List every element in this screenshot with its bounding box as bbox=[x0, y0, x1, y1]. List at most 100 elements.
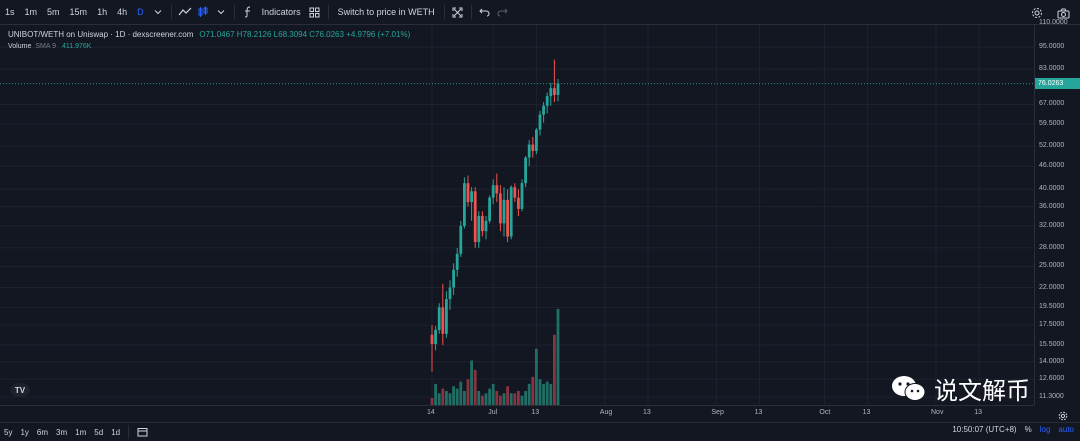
volume-bar bbox=[538, 379, 542, 405]
price-tick-label: 12.6000 bbox=[1039, 375, 1065, 383]
candle-body[interactable] bbox=[556, 83, 560, 95]
interval-1d[interactable]: D bbox=[137, 7, 144, 17]
price-tick-label: 32.0000 bbox=[1039, 221, 1065, 229]
interval-15m[interactable]: 15m bbox=[69, 7, 88, 17]
indicators-icon bbox=[239, 3, 257, 21]
volume-ma-label: SMA 9 bbox=[35, 43, 56, 50]
calendar-goto-icon[interactable] bbox=[133, 423, 151, 441]
redo-icon[interactable] bbox=[494, 3, 512, 21]
candle-body[interactable] bbox=[542, 105, 545, 115]
candle-body[interactable] bbox=[520, 183, 524, 209]
log-toggle[interactable]: log bbox=[1039, 425, 1051, 434]
candle-body[interactable] bbox=[477, 215, 481, 243]
candle-body[interactable] bbox=[513, 187, 517, 198]
volume-bar bbox=[513, 393, 517, 405]
price-axis[interactable]: 110.0000 95.0000 83.0000 67.0000 59.5000 52.0… bbox=[1034, 19, 1080, 405]
ohlc-values: O71.0467 H78.2126 L68.3094 C76.0263 +4.9… bbox=[199, 30, 411, 39]
clock-time[interactable]: 10:50:07 (UTC+8) bbox=[952, 425, 1017, 434]
candle-body[interactable] bbox=[463, 183, 466, 226]
candle-body[interactable] bbox=[459, 225, 463, 254]
range-1m[interactable]: 1m bbox=[75, 427, 87, 437]
candle-body[interactable] bbox=[491, 185, 495, 198]
candle-body[interactable] bbox=[430, 334, 434, 345]
volume-bar bbox=[473, 369, 477, 405]
volume-bar bbox=[535, 348, 538, 405]
chevron-down-icon[interactable] bbox=[149, 3, 167, 21]
chevron-down-icon[interactable] bbox=[212, 3, 230, 21]
volume-bar bbox=[549, 383, 553, 405]
time-tick-label: Oct bbox=[819, 409, 831, 416]
candle-body[interactable] bbox=[531, 144, 535, 151]
candle-body[interactable] bbox=[499, 193, 502, 224]
candle-body[interactable] bbox=[527, 144, 531, 158]
range-5d[interactable]: 5d bbox=[94, 427, 104, 437]
interval-1m[interactable]: 1m bbox=[24, 7, 38, 17]
range-5y[interactable]: 5y bbox=[4, 427, 13, 437]
volume-bar bbox=[448, 393, 452, 405]
candle-body[interactable] bbox=[506, 199, 509, 237]
candle-body[interactable] bbox=[466, 183, 470, 203]
volume-bar bbox=[495, 390, 499, 405]
settings-icon[interactable] bbox=[1028, 4, 1046, 22]
percent-toggle[interactable]: % bbox=[1024, 425, 1032, 434]
candle-body[interactable] bbox=[481, 215, 484, 232]
candle-body[interactable] bbox=[452, 269, 455, 288]
candle-body[interactable] bbox=[495, 185, 499, 194]
range-1y[interactable]: 1y bbox=[20, 427, 29, 437]
candle-body[interactable] bbox=[434, 329, 437, 345]
candle-body[interactable] bbox=[524, 157, 527, 184]
candle-body[interactable] bbox=[484, 220, 488, 232]
time-axis-settings-icon[interactable] bbox=[1058, 408, 1068, 426]
time-axis[interactable]: 14 Jul 13 Aug 13 Sep 13 Oct 13 Nov 13 bbox=[0, 405, 1034, 422]
line-chart-icon[interactable] bbox=[176, 3, 194, 21]
tradingview-logo[interactable]: TV bbox=[10, 383, 30, 397]
volume-bar bbox=[477, 390, 481, 405]
time-tick-label: 14 bbox=[427, 409, 435, 416]
camera-icon[interactable] bbox=[1054, 4, 1072, 22]
interval-4h[interactable]: 4h bbox=[117, 7, 128, 17]
candle-body[interactable] bbox=[517, 197, 520, 209]
interval-1h[interactable]: 1h bbox=[97, 7, 108, 17]
candle-body[interactable] bbox=[502, 199, 506, 224]
candles-icon[interactable] bbox=[194, 3, 212, 21]
divider bbox=[170, 5, 172, 19]
candle-body[interactable] bbox=[535, 129, 538, 151]
candle-body[interactable] bbox=[549, 88, 553, 97]
time-tick-label: 13 bbox=[531, 409, 540, 416]
undo-icon[interactable] bbox=[476, 3, 494, 21]
candle-body[interactable] bbox=[441, 307, 445, 334]
price-tick-label: 40.0000 bbox=[1039, 185, 1065, 193]
volume-bar bbox=[437, 393, 441, 405]
interval-5m[interactable]: 5m bbox=[47, 7, 60, 17]
candle-body[interactable] bbox=[488, 197, 491, 221]
candle-body[interactable] bbox=[470, 191, 473, 203]
price-tick-label: 15.5000 bbox=[1039, 341, 1065, 349]
price-chart[interactable] bbox=[0, 22, 1034, 405]
candle-body[interactable] bbox=[545, 96, 549, 106]
fullscreen-icon[interactable] bbox=[449, 3, 467, 21]
chart-pane[interactable] bbox=[0, 22, 1034, 405]
candle-body[interactable] bbox=[509, 187, 513, 237]
time-tick-label: 13 bbox=[862, 409, 871, 416]
layout-grid-icon[interactable] bbox=[306, 3, 324, 21]
range-3m[interactable]: 3m bbox=[56, 427, 68, 437]
volume-bar bbox=[452, 386, 455, 405]
candle-body[interactable] bbox=[448, 287, 452, 300]
switch-price-button[interactable]: Switch to price in WETH bbox=[337, 7, 435, 17]
volume-bar bbox=[524, 390, 527, 405]
auto-toggle[interactable]: auto bbox=[1058, 425, 1074, 434]
price-tick-label: 83.0000 bbox=[1039, 65, 1065, 73]
price-tick-label: 36.0000 bbox=[1039, 202, 1065, 210]
price-tick-label: 95.0000 bbox=[1039, 43, 1065, 51]
candle-body[interactable] bbox=[437, 307, 441, 330]
volume-bar bbox=[499, 395, 502, 405]
range-6m[interactable]: 6m bbox=[36, 427, 49, 437]
candle-body[interactable] bbox=[445, 299, 448, 334]
candle-body[interactable] bbox=[455, 253, 459, 270]
interval-1s[interactable]: 1s bbox=[5, 7, 15, 17]
candle-body[interactable] bbox=[473, 191, 477, 243]
candle-body[interactable] bbox=[553, 88, 556, 95]
candle-body[interactable] bbox=[538, 114, 542, 130]
range-1d[interactable]: 1d bbox=[111, 427, 121, 437]
indicators-button[interactable]: Indicators bbox=[261, 7, 301, 17]
